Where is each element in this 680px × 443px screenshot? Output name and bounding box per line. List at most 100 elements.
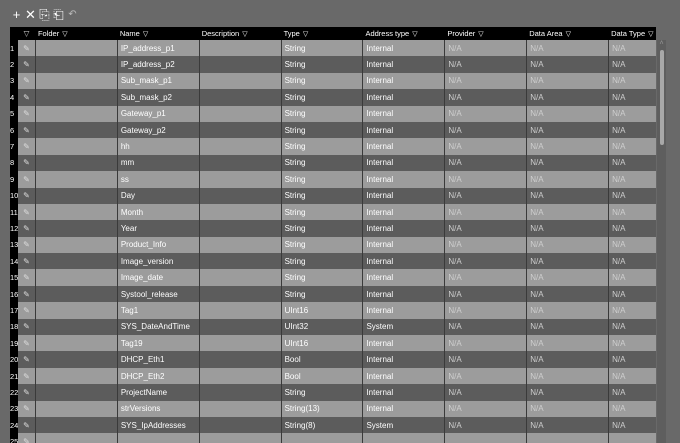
table-row[interactable]: 17 ✎ Tag1 UInt16 Internal N/A N/A N/A — [10, 302, 656, 319]
name-cell[interactable]: Month — [116, 203, 199, 221]
data-area-cell[interactable]: N/A — [526, 269, 608, 286]
data-type-cell[interactable]: N/A — [608, 89, 656, 106]
table-row[interactable]: 24 ✎ SYS_IpAddresses String(8) System N/A N/A N… — [10, 416, 656, 434]
table-row[interactable]: 12 ✎ Year String Internal N/A N/A N/A — [10, 220, 656, 237]
address-type-cell[interactable]: System — [362, 318, 444, 336]
provider-cell[interactable]: N/A — [444, 285, 526, 303]
provider-cell[interactable]: N/A — [444, 203, 526, 221]
data-area-cell[interactable]: N/A — [526, 302, 608, 319]
data-area-cell[interactable]: N/A — [526, 335, 608, 352]
type-cell[interactable]: String(8) — [280, 416, 363, 434]
edit-pencil-icon[interactable]: ✎ — [23, 240, 30, 250]
description-cell[interactable] — [198, 56, 281, 73]
data-type-cell[interactable]: N/A — [608, 138, 656, 155]
edit-pencil-icon[interactable]: ✎ — [23, 76, 30, 86]
type-cell[interactable]: String — [280, 56, 363, 73]
edit-pencil-icon[interactable]: ✎ — [23, 223, 30, 233]
folder-cell[interactable] — [34, 89, 117, 106]
folder-cell[interactable] — [34, 72, 117, 90]
filter-icon[interactable]: ▽ — [23, 29, 30, 38]
data-type-cell[interactable]: N/A — [608, 40, 656, 57]
address-type-cell[interactable]: Internal — [362, 285, 444, 303]
edit-pencil-icon[interactable]: ✎ — [23, 338, 30, 348]
data-area-cell[interactable]: N/A — [526, 105, 608, 122]
provider-cell[interactable]: N/A — [444, 416, 526, 434]
provider-cell[interactable]: N/A — [444, 105, 526, 122]
name-cell[interactable]: DHCP_Eth1 — [116, 351, 199, 368]
type-cell[interactable]: UInt32 — [280, 318, 363, 336]
address-type-cell[interactable]: Internal — [362, 367, 444, 385]
description-cell[interactable] — [198, 253, 281, 270]
description-cell[interactable] — [198, 302, 281, 319]
folder-cell[interactable] — [34, 302, 117, 319]
name-cell[interactable]: strVersions — [116, 400, 199, 417]
data-type-cell[interactable]: N/A — [608, 187, 656, 204]
edit-pencil-icon[interactable]: ✎ — [23, 289, 30, 299]
scroll-up-icon[interactable]: ˄ — [659, 40, 664, 47]
description-cell[interactable] — [198, 105, 281, 122]
data-area-cell[interactable]: N/A — [526, 171, 608, 188]
description-cell[interactable] — [198, 236, 281, 254]
data-type-cell[interactable]: N/A — [608, 236, 656, 254]
edit-pencil-icon[interactable]: ✎ — [23, 420, 30, 430]
data-area-cell[interactable]: N/A — [526, 187, 608, 204]
filter-icon[interactable]: ▽ — [302, 30, 309, 38]
description-cell[interactable] — [198, 400, 281, 417]
type-cell[interactable]: String — [280, 105, 363, 122]
type-cell[interactable]: UInt16 — [280, 302, 363, 319]
provider-cell[interactable]: N/A — [444, 56, 526, 73]
data-area-cell[interactable]: N/A — [526, 89, 608, 106]
description-cell[interactable] — [198, 154, 281, 172]
description-cell[interactable] — [198, 318, 281, 336]
data-type-cell[interactable]: N/A — [608, 56, 656, 73]
column-header-folder[interactable]: Folder ▽ — [35, 27, 117, 40]
folder-cell[interactable] — [34, 220, 117, 237]
description-cell[interactable] — [198, 269, 281, 286]
folder-cell[interactable] — [34, 400, 117, 417]
name-cell[interactable]: Year — [116, 220, 199, 237]
address-type-cell[interactable]: System — [362, 416, 444, 434]
description-cell[interactable] — [198, 121, 281, 139]
column-header-description[interactable]: Description ▽ — [199, 27, 281, 40]
description-cell[interactable] — [198, 203, 281, 221]
type-cell[interactable]: String — [280, 253, 363, 270]
data-area-cell[interactable] — [526, 433, 608, 443]
type-cell[interactable]: String — [280, 40, 363, 57]
type-cell[interactable]: String — [280, 121, 363, 139]
type-cell[interactable]: String — [280, 269, 363, 286]
column-header-address-type[interactable]: Address type ▽ — [362, 27, 444, 40]
vertical-scrollbar[interactable]: ˄ — [657, 40, 666, 443]
import-icon[interactable]: ⎘ — [39, 7, 50, 22]
table-row[interactable]: 11 ✎ Month String Internal N/A N/A N/A — [10, 203, 656, 221]
folder-cell[interactable] — [34, 351, 117, 368]
address-type-cell[interactable]: Internal — [362, 138, 444, 155]
provider-cell[interactable]: N/A — [444, 72, 526, 90]
address-type-cell[interactable]: Internal — [362, 89, 444, 106]
description-cell[interactable] — [198, 171, 281, 188]
undo-icon[interactable]: ↶ — [68, 9, 77, 20]
description-cell[interactable] — [198, 187, 281, 204]
type-cell[interactable]: String — [280, 138, 363, 155]
name-cell[interactable]: hh — [116, 138, 199, 155]
folder-cell[interactable] — [34, 416, 117, 434]
data-area-cell[interactable]: N/A — [526, 285, 608, 303]
name-cell[interactable]: IP_address_p1 — [116, 40, 199, 57]
provider-cell[interactable]: N/A — [444, 121, 526, 139]
address-type-cell[interactable]: Internal — [362, 72, 444, 90]
folder-cell[interactable] — [34, 367, 117, 385]
provider-cell[interactable]: N/A — [444, 187, 526, 204]
filter-icon[interactable]: ▽ — [242, 30, 248, 38]
type-cell[interactable]: String — [280, 236, 363, 254]
edit-pencil-icon[interactable]: ✎ — [23, 355, 30, 365]
column-header-data-type[interactable]: Data Type ▽ — [608, 27, 656, 40]
data-area-cell[interactable]: N/A — [526, 400, 608, 417]
data-area-cell[interactable]: N/A — [526, 416, 608, 434]
type-cell[interactable]: String — [280, 89, 363, 106]
name-cell[interactable]: ProjectName — [116, 384, 199, 401]
name-cell[interactable]: mm — [116, 154, 199, 172]
edit-pencil-icon[interactable]: ✎ — [23, 387, 30, 397]
data-area-cell[interactable]: N/A — [526, 351, 608, 368]
table-row[interactable]: 9 ✎ ss String Internal N/A N/A N/A — [10, 171, 656, 188]
description-cell[interactable] — [198, 416, 281, 434]
provider-cell[interactable]: N/A — [444, 154, 526, 172]
